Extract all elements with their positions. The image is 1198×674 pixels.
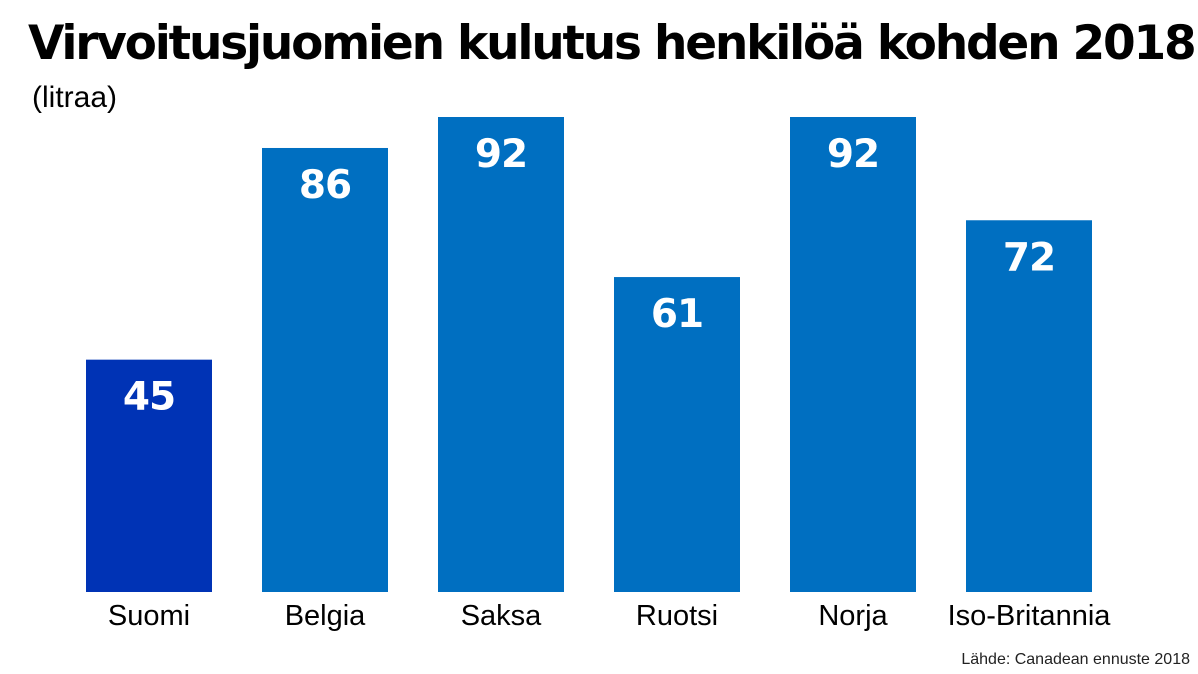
bar-suomi xyxy=(86,359,212,592)
bar-norja xyxy=(790,117,916,592)
source-note: Lähde: Canadean ennuste 2018 xyxy=(961,651,1190,668)
chart-subtitle: (litraa) xyxy=(32,81,118,114)
bar-iso-britannia xyxy=(966,220,1092,592)
bar-value-label: 45 xyxy=(123,375,175,420)
category-label: Suomi xyxy=(108,600,190,632)
bar-saksa xyxy=(438,117,564,592)
bar-value-label: 92 xyxy=(827,132,879,177)
bar-value-label: 86 xyxy=(299,163,351,208)
category-label: Norja xyxy=(818,600,888,632)
category-label: Belgia xyxy=(285,600,366,632)
bar-belgia xyxy=(262,147,388,592)
bar-ruotsi xyxy=(614,277,740,592)
category-label: Ruotsi xyxy=(636,600,718,632)
chart-title: Virvoitusjuomien kulutus henkilöä kohden… xyxy=(28,16,1197,71)
bar-value-label: 61 xyxy=(651,292,703,337)
category-label: Saksa xyxy=(461,600,542,632)
bar-value-label: 72 xyxy=(1003,235,1055,280)
category-label: Iso-Britannia xyxy=(948,600,1112,632)
bar-value-label: 92 xyxy=(475,132,527,177)
